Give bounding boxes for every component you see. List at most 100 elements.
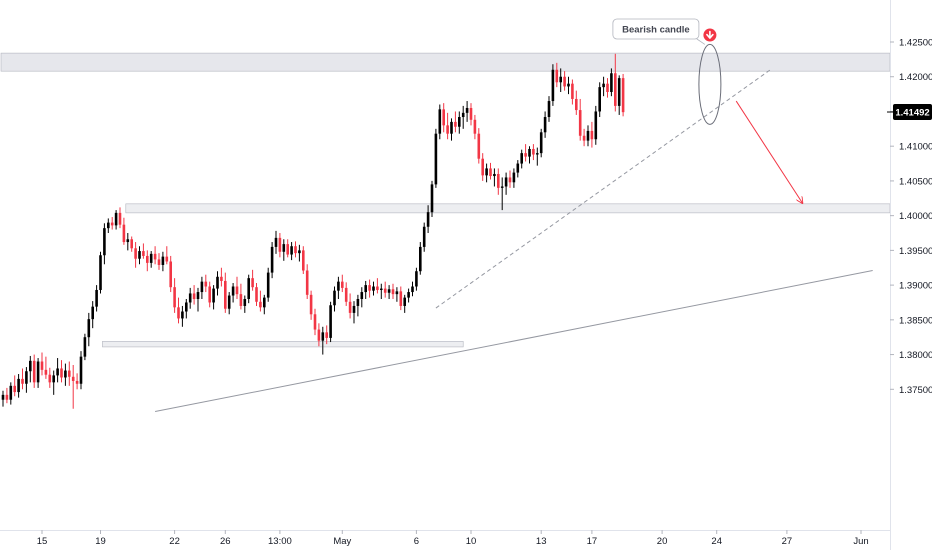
candle-body — [239, 294, 243, 306]
candle-body — [114, 212, 118, 226]
candle-down — [477, 128, 481, 164]
candle-body — [524, 153, 527, 157]
candle-body — [208, 286, 211, 303]
candle-up — [149, 251, 153, 268]
candle-down — [224, 272, 227, 313]
candle-down — [21, 368, 24, 390]
candle-body — [305, 270, 309, 295]
candle-up — [493, 168, 496, 187]
candle-up — [352, 301, 356, 324]
candle-down — [469, 103, 473, 126]
candle-down — [40, 352, 44, 376]
candle-body — [610, 73, 613, 93]
y-tick-label: 1.38500 — [899, 315, 932, 326]
candle-up — [500, 177, 504, 211]
candle-body — [149, 253, 153, 263]
candle-up — [243, 295, 247, 313]
candle-body — [290, 246, 293, 255]
candle-up — [458, 111, 461, 134]
candle-body — [173, 287, 176, 308]
candle-up — [438, 104, 442, 140]
candle-body — [559, 76, 562, 83]
candle-body — [500, 186, 504, 188]
candle-up — [274, 230, 278, 254]
candle-down — [220, 267, 223, 287]
candle-down — [60, 360, 63, 383]
long-trendline — [155, 270, 873, 413]
candle-up — [333, 286, 336, 312]
candle-body — [286, 244, 289, 255]
annotation-connector — [696, 38, 706, 45]
candle-body — [586, 130, 590, 141]
candle-up — [181, 305, 184, 327]
candle-body — [270, 246, 274, 273]
candle-down — [348, 293, 352, 319]
candle-up — [539, 128, 543, 158]
candle-body — [185, 302, 188, 312]
candle-down — [344, 282, 348, 306]
candle-up — [290, 242, 293, 261]
candle-up — [426, 205, 430, 234]
candle-down — [489, 162, 492, 180]
candle-down — [621, 73, 625, 117]
candle-down — [524, 144, 527, 162]
candle-body — [590, 130, 594, 140]
candle-down — [454, 111, 457, 133]
candle-body — [454, 121, 457, 127]
candle-down — [309, 290, 313, 320]
candle-body — [469, 107, 473, 120]
candle-up — [83, 333, 87, 361]
y-tick-label: 1.42000 — [899, 72, 932, 83]
candle-body — [138, 251, 141, 259]
zone-support-lower — [102, 341, 464, 348]
candle-body — [83, 337, 87, 357]
candle-up — [321, 326, 325, 355]
candle-body — [407, 292, 410, 298]
candle-down — [44, 356, 48, 379]
candle-body — [134, 248, 137, 259]
candle-up — [138, 246, 141, 265]
candle-body — [450, 121, 453, 134]
candle-down — [286, 239, 289, 258]
candle-body — [567, 83, 570, 87]
candle-body — [395, 291, 399, 295]
x-tick-label: Jun — [853, 536, 868, 547]
candle-body — [227, 295, 231, 309]
candle-up — [617, 75, 621, 115]
y-tick-label: 1.40500 — [899, 176, 932, 187]
candle-down — [235, 276, 239, 300]
candle-body — [442, 109, 445, 126]
x-tick-label: 27 — [782, 536, 793, 547]
candle-up — [107, 218, 110, 234]
candle-body — [383, 288, 387, 293]
candle-down — [582, 128, 586, 147]
candle-body — [415, 271, 418, 287]
time-axis[interactable]: 15 19 22 26 13:00 May 6 10 13 17 20 24 27 Jun — [37, 530, 869, 547]
candle-body — [40, 361, 44, 370]
candle-up — [270, 242, 274, 279]
candle-body — [481, 158, 484, 176]
candle-body — [48, 374, 52, 383]
candle-down — [255, 283, 258, 306]
candle-body — [309, 294, 313, 315]
candle-up — [407, 288, 410, 303]
y-tick-label: 1.41000 — [899, 142, 932, 153]
candle-body — [325, 332, 328, 338]
candle-body — [95, 289, 98, 307]
candle-body — [461, 112, 465, 118]
candle-up — [95, 285, 98, 312]
x-tick-label: 13 — [536, 536, 547, 547]
candle-down — [5, 387, 9, 404]
candle-body — [571, 83, 574, 99]
candle-down — [278, 233, 282, 258]
candle-body — [364, 285, 367, 293]
candle-down — [305, 264, 309, 300]
projection-arrow — [735, 100, 802, 203]
candle-body — [493, 173, 496, 177]
candle-up — [282, 239, 286, 261]
candle-down — [157, 253, 161, 270]
candle-down — [325, 325, 328, 345]
candle-body — [247, 278, 250, 300]
candle-body — [489, 168, 492, 177]
candle-body — [403, 297, 406, 306]
